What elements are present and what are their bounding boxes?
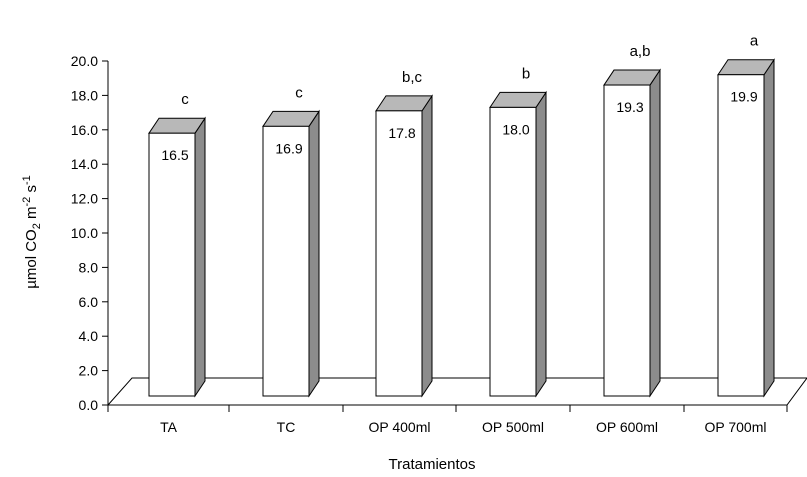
bar-value-label: 16.5: [161, 147, 188, 163]
bar: [375, 110, 423, 397]
x-tick-label: OP 700ml: [705, 419, 767, 435]
y-tick-label: 20.0: [71, 53, 98, 69]
x-tick-label: TA: [160, 419, 178, 435]
y-tick-label: 0.0: [79, 397, 99, 413]
x-tick-label: OP 600ml: [596, 419, 658, 435]
x-tick-label: OP 500ml: [482, 419, 544, 435]
y-tick-label: 16.0: [71, 122, 98, 138]
y-tick-label: 8.0: [79, 259, 99, 275]
bar-side: [535, 90, 547, 398]
bar-side: [649, 68, 661, 398]
bar-value-label: 16.9: [275, 140, 302, 156]
y-tick-label: 2.0: [79, 363, 99, 379]
bars-layer: [148, 58, 775, 398]
bar-top: [375, 95, 433, 112]
axis-layer: 0.0 2.0 4.0 6.0 8.0 10.0 12.0 14.0 16.0 18.0 20.0: [71, 53, 788, 413]
significance-letter: c: [181, 91, 189, 108]
floor-plane: [106, 377, 807, 406]
y-tick-label: 10.0: [71, 225, 98, 241]
bar: [717, 74, 765, 397]
bar-side: [194, 116, 206, 398]
bar: [262, 125, 310, 397]
bar: [603, 84, 651, 397]
x-axis-title: Tratamientos: [389, 456, 476, 472]
bar-value-label: 19.3: [616, 99, 643, 115]
x-tick-label: OP 400ml: [369, 419, 431, 435]
significance-letter: a,b: [630, 43, 651, 60]
significance-letter: b,c: [402, 69, 423, 86]
bar: [148, 132, 196, 397]
bar-value-label: 17.8: [388, 125, 415, 141]
bar-value-label: 18.0: [502, 121, 529, 137]
bar-side: [763, 58, 775, 398]
bar-side: [421, 94, 433, 398]
bar-side: [308, 109, 320, 398]
y-tick-label: 6.0: [79, 294, 99, 310]
significance-letter: c: [295, 84, 303, 101]
y-tick-label: 14.0: [71, 156, 98, 172]
y-axis-title: µmol CO2 m-2 s-1: [21, 175, 43, 289]
y-tick-label: 4.0: [79, 328, 99, 344]
y-tick-label: 18.0: [71, 87, 98, 103]
labels-layer: 16.5 c TA 16.9 c TC 17.8 b,c OP 400ml 18.0 b OP 500…: [160, 33, 766, 435]
bar-top: [717, 59, 775, 76]
bar-top: [489, 91, 547, 108]
bar-top: [262, 110, 320, 127]
floor-layer: [106, 377, 807, 406]
bar-top: [148, 117, 206, 134]
significance-letter: b: [522, 65, 530, 82]
y-tick-label: 12.0: [71, 191, 98, 207]
bar: [489, 106, 537, 397]
x-tick-label: TC: [277, 419, 296, 435]
significance-letter: a: [750, 33, 759, 50]
bar-value-label: 19.9: [730, 89, 757, 105]
bar-top: [603, 69, 661, 86]
